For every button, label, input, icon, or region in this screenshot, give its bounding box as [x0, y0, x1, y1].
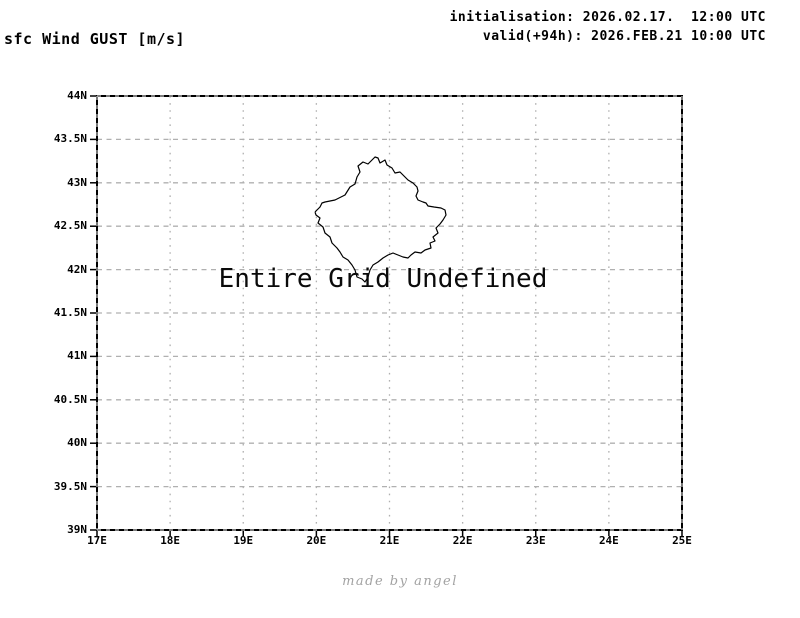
- x-axis-label-17e: 17E: [87, 534, 107, 547]
- x-axis-label-23e: 23E: [525, 534, 546, 547]
- x-axis-label-19e: 19E: [233, 534, 254, 547]
- valid-time: valid(+94h): 2026.FEB.21 10:00 UTC: [482, 29, 766, 44]
- grid-undefined-message: Entire Grid Undefined: [218, 264, 548, 294]
- y-axis-label-42n: 42N: [67, 262, 87, 276]
- credit-text: made by angel: [342, 574, 458, 589]
- x-axis-label-18e: 18E: [160, 534, 181, 547]
- y-axis-label-41-5n: 41.5N: [53, 306, 87, 319]
- y-axis-label-42-5n: 42.5N: [53, 219, 87, 233]
- initialisation-time: initialisation: 2026.02.17. 12:00 UTC: [449, 10, 766, 25]
- y-axis-label-39n: 39N: [67, 523, 87, 536]
- x-axis-label-24e: 24E: [598, 534, 619, 547]
- x-axis-label-25e: 25E: [672, 534, 692, 547]
- y-axis-label-43-5n: 43.5N: [53, 132, 87, 146]
- frame-dash-overlay: [96, 95, 683, 531]
- axis-ticks: [90, 95, 683, 536]
- y-axis-label-43n: 43N: [67, 175, 87, 189]
- y-axis-label-44n: 44N: [67, 89, 87, 102]
- y-axis-label-40n: 40N: [67, 436, 87, 450]
- x-axis-label-21e: 21E: [379, 534, 400, 547]
- y-axis-label-39-5n: 39.5N: [53, 479, 87, 493]
- y-axis-label-41n: 41N: [67, 349, 87, 363]
- x-axis-label-20e: 20E: [306, 534, 327, 547]
- x-axis-label-22e: 22E: [452, 534, 473, 547]
- product-label: sfc Wind GUST [m/s]: [4, 30, 186, 48]
- kosovo-border-outline: [314, 156, 447, 283]
- y-axis-label-40-5n: 40.5N: [53, 392, 87, 406]
- gridlines: [97, 96, 682, 530]
